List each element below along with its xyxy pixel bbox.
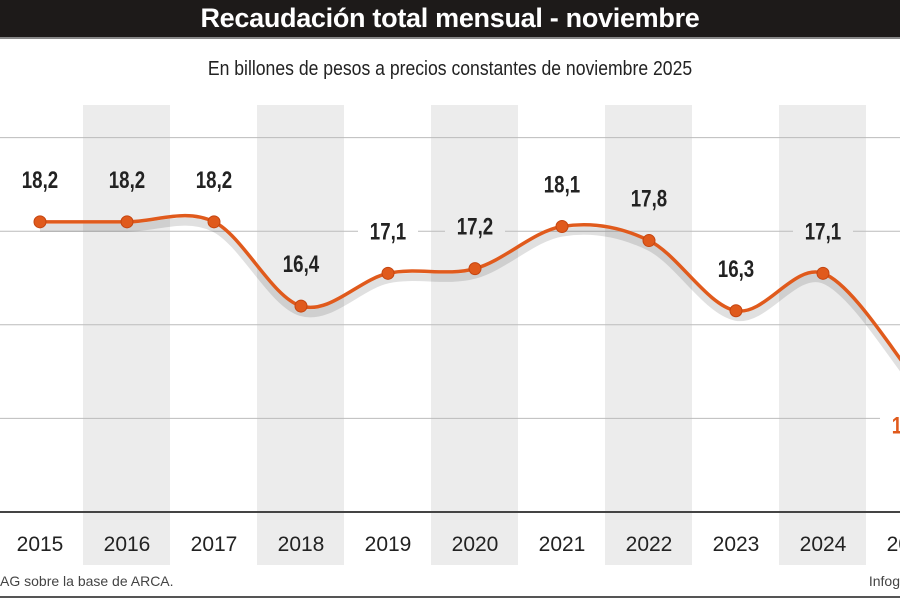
data-label: 16,3	[718, 256, 754, 283]
chart-subtitle: En billones de pesos a precios constante…	[207, 58, 693, 80]
label-background	[880, 409, 900, 442]
data-point	[33, 215, 47, 229]
data-point	[381, 266, 395, 280]
x-tick-label: 2018	[278, 533, 325, 556]
label-background	[619, 182, 679, 215]
x-tick-label: 2015	[17, 533, 64, 556]
data-point	[816, 266, 830, 280]
credit-note: Infog	[868, 573, 900, 589]
label-background	[532, 168, 592, 201]
label-background	[184, 163, 244, 196]
label-background	[10, 163, 70, 196]
source-note: AG sobre la base de ARCA.	[0, 573, 174, 589]
data-point	[555, 220, 569, 234]
data-label: 17,8	[631, 185, 667, 212]
chart-title: Recaudación total mensual - noviembre	[200, 3, 700, 33]
x-tick-label: 2019	[365, 533, 412, 556]
x-tick-label: 2017	[191, 533, 238, 556]
column-band	[257, 105, 344, 565]
label-background	[271, 248, 331, 281]
data-label: 18,1	[544, 171, 580, 198]
data-point	[294, 299, 308, 313]
data-label: 18,2	[196, 167, 232, 194]
column-band	[431, 105, 518, 565]
label-background	[445, 210, 505, 243]
x-tick-label: 2020	[452, 533, 499, 556]
data-label: 18,2	[22, 167, 58, 194]
label-background	[706, 252, 766, 285]
label-background	[358, 215, 418, 248]
x-tick-label: 2022	[626, 533, 673, 556]
data-label: 15,0	[892, 412, 900, 439]
title-bar: Recaudación total mensual - noviembre	[0, 0, 900, 39]
data-point	[120, 215, 134, 229]
x-tick-label: 2024	[800, 533, 847, 556]
x-tick-label: 2023	[713, 533, 760, 556]
label-background	[97, 163, 157, 196]
column-band	[605, 105, 692, 565]
column-band	[779, 105, 866, 565]
data-label: 17,1	[370, 218, 406, 245]
data-point	[729, 304, 743, 318]
label-background	[793, 215, 853, 248]
data-point	[207, 215, 221, 229]
data-label: 18,2	[109, 167, 145, 194]
data-point	[642, 234, 656, 248]
data-point	[468, 262, 482, 276]
x-tick-label: 2025	[887, 533, 900, 556]
data-label: 17,1	[805, 218, 841, 245]
data-label: 17,2	[457, 213, 493, 240]
data-label: 16,4	[283, 251, 319, 278]
x-tick-label: 2021	[539, 533, 586, 556]
bottom-divider	[0, 596, 900, 598]
x-tick-label: 2016	[104, 533, 151, 556]
